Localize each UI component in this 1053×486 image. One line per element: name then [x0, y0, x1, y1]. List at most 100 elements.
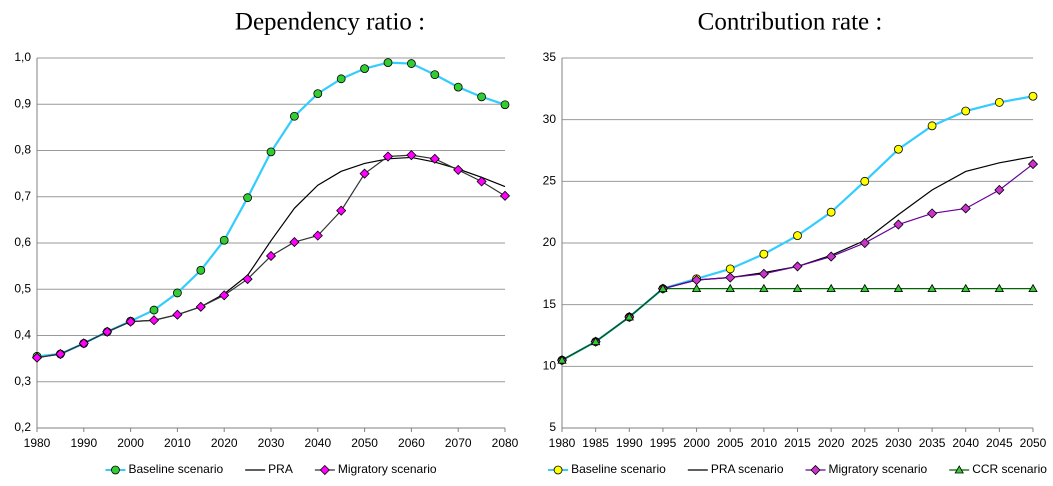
y-tick-label: 0,3	[14, 374, 31, 388]
point	[961, 283, 971, 293]
x-tick-label: 2025	[851, 436, 878, 450]
legend-label: CCR scenario	[972, 462, 1047, 476]
point	[195, 301, 206, 312]
y-tick-label: 0,8	[14, 143, 31, 157]
point	[1028, 283, 1038, 293]
y-tick-label: 0,4	[14, 328, 31, 342]
y-tick-label: 1,0	[14, 50, 31, 64]
point	[860, 283, 870, 293]
point	[759, 249, 769, 259]
x-tick-label: 2000	[683, 436, 710, 450]
point	[960, 203, 971, 214]
point	[759, 283, 769, 293]
point	[453, 82, 463, 92]
x-tick-label: 1990	[70, 436, 97, 450]
point	[725, 283, 735, 293]
x-tick-label: 2080	[492, 436, 519, 450]
x-tick-label: 2050	[351, 436, 378, 450]
point	[792, 261, 803, 272]
legend-label: PRA scenario	[711, 462, 784, 476]
point	[758, 268, 769, 279]
point	[994, 283, 1005, 293]
legend-label: Baseline scenario	[128, 462, 223, 476]
point	[78, 338, 89, 349]
y-tick-label: 0,2	[14, 420, 31, 434]
point	[894, 144, 903, 154]
y-tick-label: 20	[543, 235, 557, 249]
point	[927, 283, 937, 293]
point	[793, 231, 802, 241]
x-tick-label: 2070	[445, 436, 472, 450]
point	[313, 89, 323, 99]
point	[430, 70, 440, 80]
point	[994, 184, 1005, 196]
y-tick-label: 0,6	[14, 235, 31, 249]
point	[499, 190, 511, 201]
point	[148, 315, 160, 326]
point	[360, 64, 370, 74]
point	[826, 207, 836, 217]
legend-label: Migratory scenario	[338, 462, 437, 476]
y-tick-label: 10	[543, 359, 557, 373]
y-tick-label: 30	[543, 112, 557, 126]
x-tick-label: 2060	[398, 436, 425, 450]
point	[336, 74, 346, 84]
y-tick-label: 0,5	[14, 281, 31, 295]
legend-label: Migratory scenario	[829, 462, 928, 476]
point	[265, 250, 277, 262]
point	[691, 283, 702, 293]
x-tick-label: 2030	[258, 436, 285, 450]
point	[453, 164, 464, 175]
x-tick-label: 2035	[919, 436, 946, 450]
point	[500, 100, 510, 110]
point	[172, 309, 183, 320]
point	[219, 235, 229, 245]
point	[312, 230, 323, 241]
x-tick-label: 2020	[818, 436, 845, 450]
point	[196, 265, 206, 275]
x-tick-label: 2010	[751, 436, 778, 450]
y-tick-label: 15	[543, 297, 557, 311]
point	[1027, 159, 1039, 170]
point	[792, 283, 803, 293]
point	[336, 205, 347, 216]
x-tick-label: 2000	[117, 436, 144, 450]
point	[172, 288, 182, 298]
point	[725, 272, 736, 283]
point	[860, 176, 870, 186]
point	[359, 168, 370, 179]
x-tick-label: 2040	[304, 436, 331, 450]
series-line	[36, 61, 506, 358]
point	[826, 283, 836, 293]
point	[102, 326, 113, 337]
x-tick-label: 2045	[986, 436, 1013, 450]
point	[725, 264, 735, 274]
point	[476, 176, 487, 187]
point	[31, 352, 43, 363]
x-tick-label: 2010	[164, 436, 191, 450]
point	[859, 237, 870, 249]
point	[382, 151, 394, 162]
point	[289, 111, 299, 121]
point	[149, 305, 159, 315]
x-tick-label: 1985	[582, 436, 609, 450]
series-line	[561, 156, 1034, 361]
point	[406, 150, 417, 161]
point	[557, 355, 567, 364]
point	[927, 208, 938, 219]
point	[55, 348, 66, 360]
legend-marker	[111, 465, 120, 475]
point	[994, 98, 1004, 107]
y-tick-label: 5	[549, 420, 556, 434]
point	[219, 290, 230, 301]
y-tick-label: 35	[543, 50, 557, 64]
y-tick-label: 0,9	[14, 96, 31, 110]
point	[125, 316, 136, 327]
legend-label: PRA	[268, 462, 293, 476]
chart-title: Dependency ratio :	[235, 9, 425, 36]
chart-title: Contribution rate :	[698, 9, 883, 36]
legend: Baseline scenario PRA scenario Migratory s…	[548, 462, 1047, 476]
point	[927, 121, 937, 131]
point	[1028, 91, 1038, 101]
